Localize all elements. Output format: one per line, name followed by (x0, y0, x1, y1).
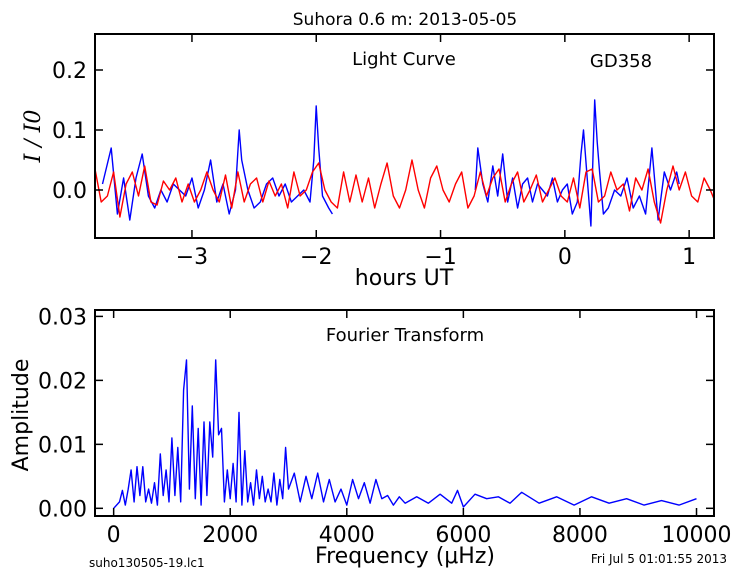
light-curve-xtick-label: 1 (682, 245, 696, 270)
light-curve-lines (94, 99, 715, 227)
fourier-xtick-label: 6000 (435, 523, 491, 548)
fourier-xtick-label: 4000 (319, 523, 375, 548)
fourier-ytick-label: 0.01 (38, 433, 87, 458)
figure-title: Suhora 0.6 m: 2013-05-05 (293, 10, 517, 30)
fourier-xtick-label: 8000 (552, 523, 608, 548)
fourier-ytick-label: 0.00 (38, 497, 87, 522)
fourier-frame (94, 309, 715, 517)
fourier-ytick-label: 0.03 (38, 305, 87, 330)
fourier-xlabel: Frequency (μHz) (315, 544, 495, 569)
light-curve-ytick-label: 0.2 (52, 59, 87, 84)
fourier-lines (113, 359, 697, 509)
fourier-panel: 0 2000 4000 6000 8000 10000 0.00 0.01 0.02 0.03 F… (9, 305, 732, 569)
light-curve-ticks: −3 −2 −1 0 1 0.0 0.1 0.2 (52, 34, 714, 270)
light-curve-frame (94, 33, 715, 239)
light-curve-annotation: Light Curve (352, 49, 456, 70)
light-curve-xtick-label: 0 (558, 245, 572, 270)
light-curve-ytick-label: 0.0 (52, 179, 87, 204)
light-curve-ylabel: I / I0 (21, 110, 46, 164)
fourier-annotation: Fourier Transform (326, 325, 484, 346)
fourier-xtick-label: 2000 (202, 523, 258, 548)
light-curve-xtick-label: −2 (300, 245, 332, 270)
light-curve-xtick-label: −1 (424, 245, 456, 270)
light-curve-xtick-label: −3 (176, 245, 208, 270)
footer-timestamp: Fri Jul 5 01:01:55 2013 (591, 552, 727, 566)
fourier-ylabel: Amplitude (9, 359, 34, 472)
fourier-ticks: 0 2000 4000 6000 8000 10000 0.00 0.01 0.02 0.03 (38, 305, 731, 548)
light-curve-ytick-label: 0.1 (52, 119, 87, 144)
light-curve-series-0-segment-1 (474, 99, 680, 227)
fourier-xtick-label: 10000 (662, 523, 732, 548)
fourier-ytick-label: 0.02 (38, 369, 87, 394)
fourier-xtick-label: 0 (107, 523, 121, 548)
footer-filename: suho130505-19.lc1 (89, 556, 205, 570)
light-curve-series-1-segment-0 (94, 159, 715, 224)
fourier-series-0-segment-0 (113, 359, 697, 509)
light-curve-panel: −3 −2 −1 0 1 0.0 0.1 0.2 Light Curve GD358 hour… (21, 33, 715, 291)
star-label: GD358 (590, 51, 652, 72)
light-curve-xlabel: hours UT (355, 266, 454, 291)
light-curve-series-0-segment-0 (101, 105, 333, 221)
